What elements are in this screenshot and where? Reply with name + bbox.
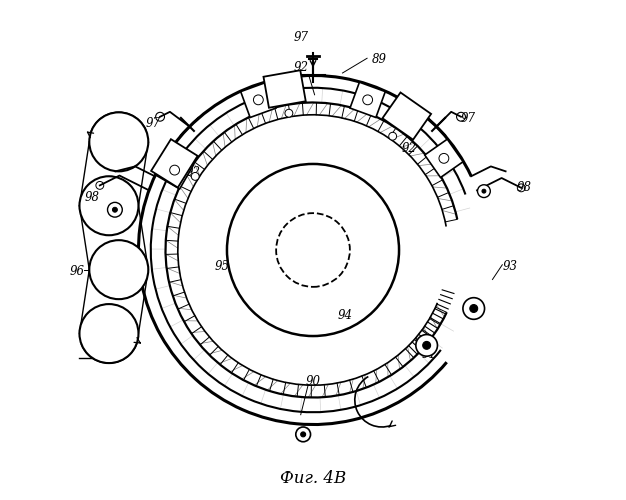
Circle shape <box>285 110 293 117</box>
Circle shape <box>439 154 449 164</box>
Text: 97: 97 <box>461 112 476 125</box>
Circle shape <box>80 176 138 236</box>
Polygon shape <box>241 82 276 118</box>
Circle shape <box>254 95 264 105</box>
Text: 89: 89 <box>372 53 387 66</box>
Text: 94: 94 <box>337 309 352 322</box>
Circle shape <box>90 112 148 172</box>
Text: 97: 97 <box>294 31 309 44</box>
Text: 95: 95 <box>215 260 230 272</box>
Text: Фиг. 4B: Фиг. 4B <box>280 470 346 487</box>
Circle shape <box>416 334 438 356</box>
Circle shape <box>80 304 138 363</box>
Text: 92: 92 <box>185 166 200 179</box>
Text: 98: 98 <box>517 181 532 194</box>
Circle shape <box>423 342 431 349</box>
Circle shape <box>478 185 490 198</box>
Circle shape <box>90 240 148 299</box>
Circle shape <box>227 164 399 336</box>
Polygon shape <box>151 139 198 188</box>
Text: 92: 92 <box>401 142 416 154</box>
Circle shape <box>192 172 199 180</box>
Circle shape <box>463 298 485 320</box>
Circle shape <box>108 202 122 217</box>
Circle shape <box>470 304 478 312</box>
Polygon shape <box>382 92 431 140</box>
Circle shape <box>296 427 310 442</box>
Circle shape <box>170 165 180 175</box>
Polygon shape <box>156 152 193 189</box>
Circle shape <box>300 432 305 437</box>
Text: 98: 98 <box>85 191 100 204</box>
Text: 96: 96 <box>69 264 85 278</box>
Circle shape <box>362 95 372 105</box>
Circle shape <box>482 189 486 193</box>
Polygon shape <box>424 139 463 177</box>
Circle shape <box>276 213 350 287</box>
Text: 92: 92 <box>294 60 309 74</box>
Text: 93: 93 <box>502 260 517 272</box>
Polygon shape <box>350 82 385 118</box>
Circle shape <box>389 132 397 140</box>
Text: 91: 91 <box>421 348 436 361</box>
Text: 97: 97 <box>146 117 161 130</box>
Circle shape <box>113 208 117 212</box>
Polygon shape <box>264 70 305 108</box>
Text: 90: 90 <box>305 375 321 388</box>
